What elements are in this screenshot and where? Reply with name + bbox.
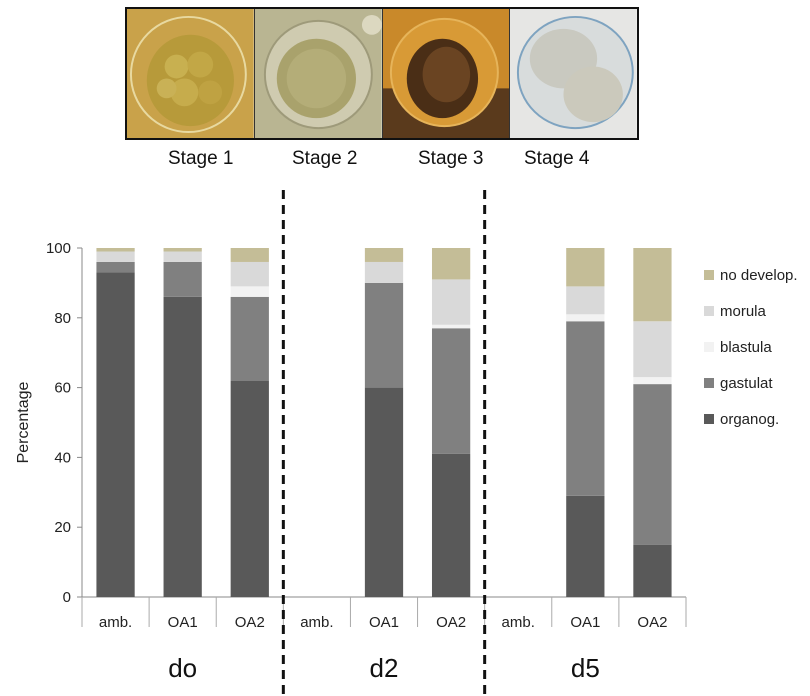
stage-photo-strip [125,7,639,140]
group-label: d2 [370,653,399,683]
bar-segment-blastula [431,324,471,329]
legend-swatch [704,414,714,424]
legend-swatch [704,270,714,280]
bar-segment-morula [96,251,135,262]
group-label: do [168,653,197,683]
legend-swatch [704,342,714,352]
legend-label: gastulat [720,375,773,392]
bar-segment-organog [431,453,471,597]
bar-segment-no-develop [230,248,269,262]
bar-segment-no-develop [96,248,135,252]
y-tick-label: 80 [54,310,71,327]
stage-4-photo [510,9,637,138]
x-category-label: OA2 [235,614,265,631]
bar-segment-no-develop [364,248,404,262]
y-tick-label: 60 [54,380,71,397]
legend-label: morula [720,303,767,320]
bar-segment-morula [566,286,605,315]
bar-segment-organog [566,495,605,597]
bar-segment-gastulat [230,296,269,381]
stage-4-label: Stage 4 [524,148,590,169]
bar-segment-organog [96,272,135,597]
bar-segment-no-develop [633,248,672,322]
x-category-label: OA1 [369,614,399,631]
bar-segment-organog [364,387,404,597]
x-category-label: OA2 [436,614,466,631]
bar-segment-no-develop [431,248,471,280]
legend-swatch [704,378,714,388]
x-category-label: amb. [300,614,333,631]
bar-segment-morula [163,251,202,262]
bar-segment-organog [633,544,672,597]
x-category-label: OA1 [570,614,600,631]
stage-1-label: Stage 1 [168,148,234,169]
bar-segment-morula [364,261,404,283]
x-category-label: amb. [502,614,535,631]
y-tick-label: 20 [54,519,71,536]
legend-label: organog. [720,411,779,428]
bar-segment-organog [230,380,269,597]
bar-segment-gastulat [633,384,672,545]
stage-3-label: Stage 3 [418,148,484,169]
bar-segment-morula [230,261,269,287]
y-tick-label: 0 [63,589,71,606]
group-label: d5 [571,653,600,683]
stage-2-photo [254,9,383,138]
bar-segment-blastula [566,314,605,322]
x-category-label: OA2 [637,614,667,631]
bar-segment-organog [163,296,202,597]
stage-3-photo [382,9,511,138]
y-axis-label: Percentage [15,381,32,463]
y-tick-label: 100 [46,240,71,257]
bar-segment-no-develop [566,248,605,287]
bar-segment-blastula [633,377,672,385]
bar-segment-gastulat [431,328,471,454]
bar-segment-gastulat [96,261,135,273]
y-tick-label: 40 [54,449,71,466]
bar-segment-gastulat [364,282,404,388]
legend-label: blastula [720,339,772,356]
bar-segment-gastulat [163,261,202,297]
legend-swatch [704,306,714,316]
bar-segment-gastulat [566,321,605,496]
stage-1-photo [127,9,255,138]
stage-2-label: Stage 2 [292,148,358,169]
legend-label: no develop. [720,267,798,284]
bar-segment-morula [633,321,672,378]
bar-segment-blastula [230,286,269,297]
x-category-label: amb. [99,614,132,631]
bar-segment-no-develop [163,248,202,252]
bar-segment-morula [431,279,471,325]
x-category-label: OA1 [168,614,198,631]
